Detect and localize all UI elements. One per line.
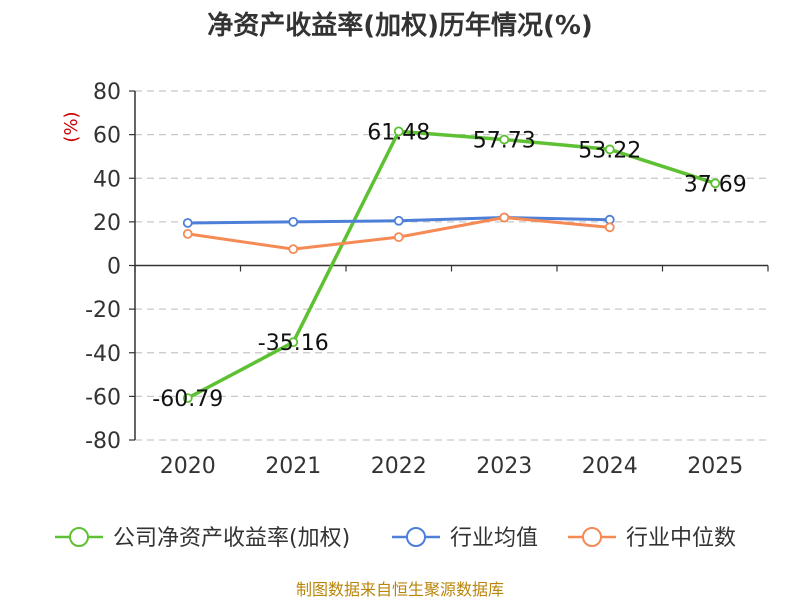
data-point: [393, 232, 404, 243]
x-tick-label: 2023: [476, 454, 532, 479]
axis-layer: 80 60 40 20 0 -20 -40 -60 -80 2020 2021 2022 2023 202…: [85, 80, 769, 479]
y-tick-label: -20: [85, 298, 121, 323]
legend-marker: [582, 527, 602, 547]
x-tick-label: 2020: [160, 454, 216, 479]
x-tick-label: 2025: [687, 454, 743, 479]
series-line: [186, 129, 716, 400]
y-tick-label: 80: [93, 80, 121, 105]
chart-title: 净资产收益率(加权)历年情况(%): [207, 10, 593, 41]
y-axis-unit: (%): [61, 111, 82, 142]
data-point: [604, 144, 615, 155]
data-label-layer: -60.79 -35.16 61.48 57.73 53.22 37.69: [152, 120, 746, 412]
x-tick-label: 2024: [582, 454, 638, 479]
legend-label: 公司净资产收益率(加权): [113, 526, 350, 551]
legend-marker: [406, 527, 426, 547]
legend-marker: [69, 527, 89, 547]
y-tick-label: -60: [85, 385, 121, 410]
data-label: 53.22: [578, 138, 641, 163]
data-label: 37.69: [684, 172, 747, 197]
data-point: [288, 216, 299, 227]
data-point: [182, 218, 193, 228]
data-point: [604, 222, 615, 233]
y-tick-label: 20: [93, 211, 121, 236]
x-tick-label: 2022: [371, 454, 427, 479]
y-tick-label: -80: [85, 429, 121, 454]
data-point: [288, 337, 299, 348]
data-point: [182, 393, 193, 403]
y-tick-label: 0: [107, 255, 121, 280]
x-tick-label: 2021: [265, 454, 321, 479]
data-point: [499, 212, 510, 223]
data-label: -60.79: [152, 387, 223, 412]
y-tick-label: 40: [93, 167, 121, 192]
data-label: 61.48: [367, 120, 430, 145]
data-label: 57.73: [473, 129, 536, 154]
y-tick-label: 60: [93, 124, 121, 149]
data-label: -35.16: [258, 331, 329, 356]
data-point: [393, 126, 404, 137]
data-point: [499, 134, 510, 145]
data-point: [393, 215, 404, 226]
legend-label: 行业中位数: [626, 526, 736, 551]
legend-label: 行业均值: [450, 526, 538, 551]
source-footer: 制图数据来自恒生聚源数据库: [296, 580, 504, 599]
data-point: [182, 228, 193, 239]
data-point: [710, 178, 721, 189]
series-layer: [182, 126, 721, 403]
legend: 公司净资产收益率(加权) 行业均值 行业中位数: [55, 526, 736, 551]
data-point: [288, 244, 299, 255]
y-tick-label: -40: [85, 342, 121, 367]
